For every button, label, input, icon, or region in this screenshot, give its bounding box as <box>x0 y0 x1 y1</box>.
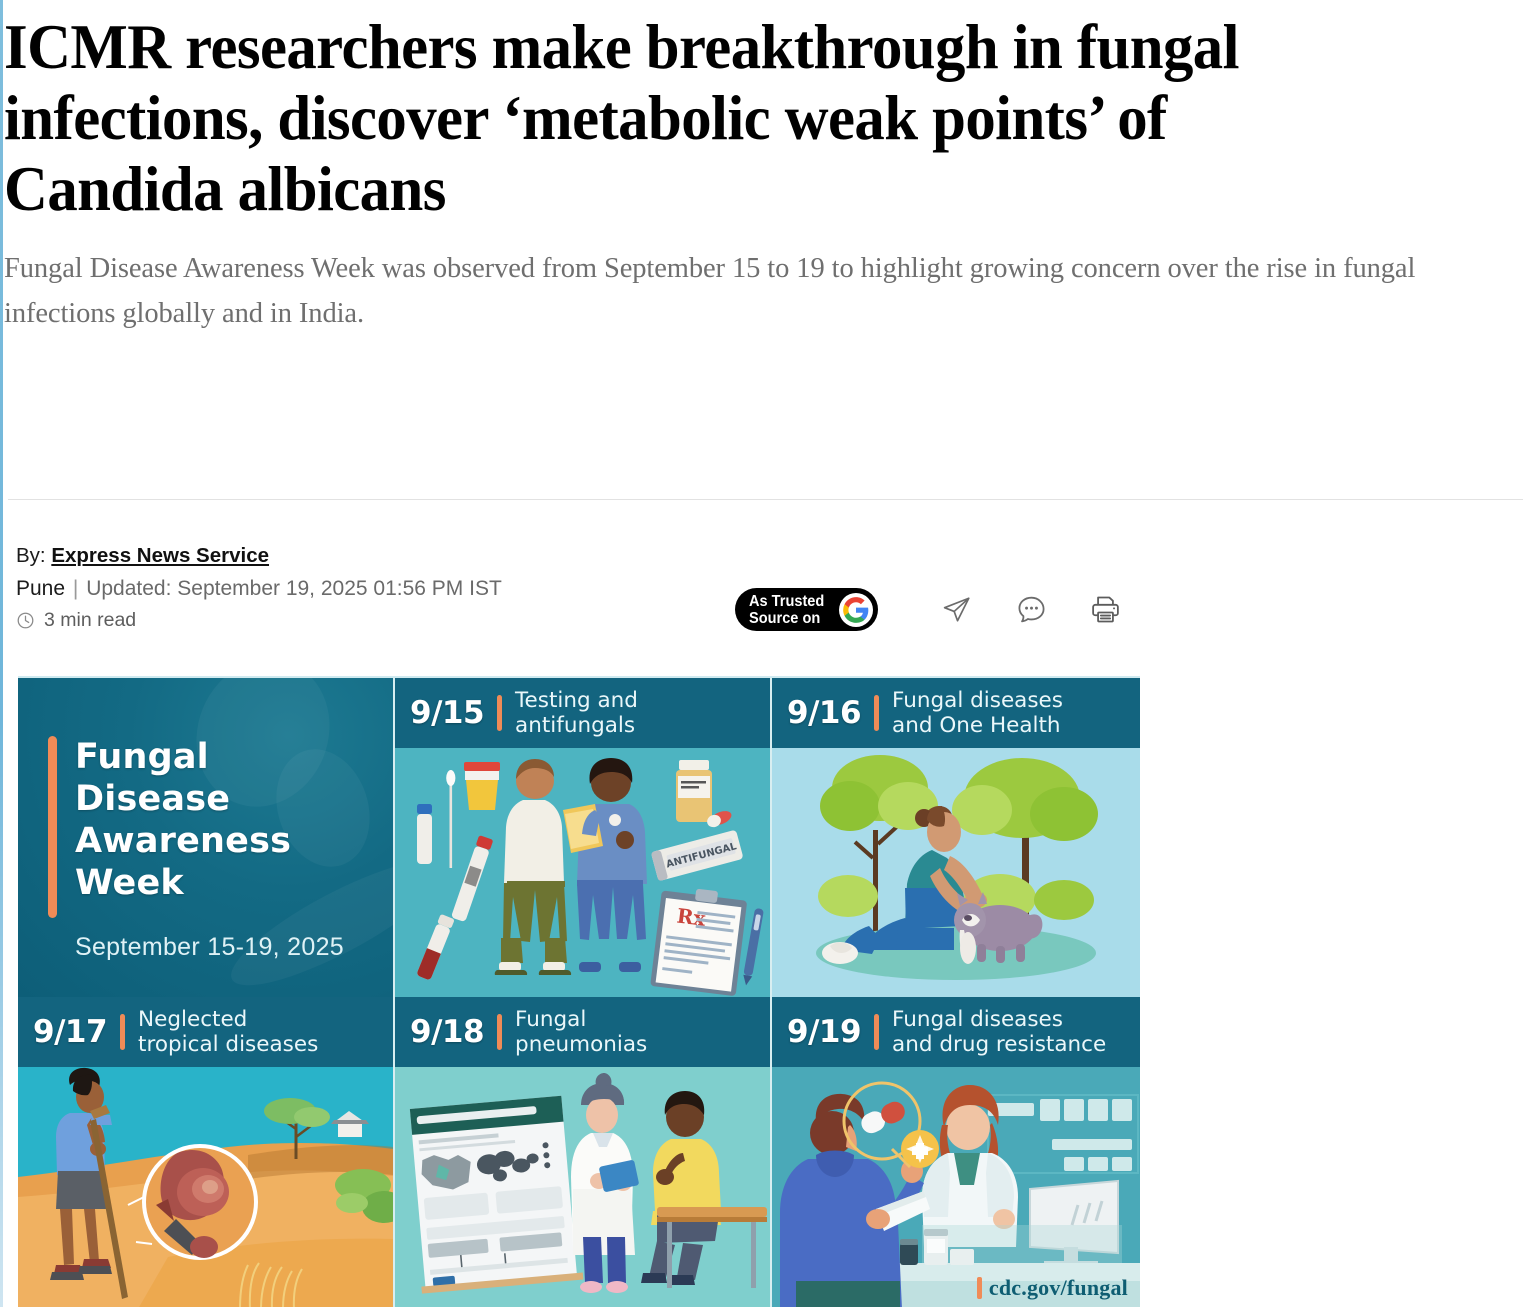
illustration-drug-resistance <box>772 1067 1140 1307</box>
day-date-916: 9/16 <box>787 695 862 731</box>
article-content: ICMR researchers make breakthrough in fu… <box>4 0 1527 365</box>
day-tick-icon <box>874 695 880 731</box>
title-accent-bar <box>48 736 57 918</box>
day-header-916: 9/16 Fungal diseases and One Health <box>772 678 1140 748</box>
day-tick-icon <box>497 695 503 731</box>
page-title: ICMR researchers make breakthrough in fu… <box>4 12 1240 224</box>
google-g-icon <box>839 592 874 627</box>
day-tick-icon <box>120 1014 126 1050</box>
day-topic-916: Fungal diseases and One Health <box>892 688 1063 738</box>
article-actions: As Trusted Source on <box>735 588 1122 631</box>
fungal-disease-awareness-week-infographic: Fungal Disease Awareness Week September … <box>18 676 1140 1307</box>
day-date-919: 9/19 <box>787 1014 862 1050</box>
cdc-url-label: cdc.gov/fungal <box>988 1275 1128 1300</box>
byline-meta-row: Pune | Updated: September 19, 2025 01:56… <box>16 575 502 602</box>
day-date-915: 9/15 <box>410 695 485 731</box>
day-topic-919: Fungal diseases and drug resistance <box>892 1007 1107 1057</box>
illustration-testing-antifungals: ANTIFUNGAL Rx <box>395 748 770 997</box>
illustration-neglected-tropical-diseases <box>18 1067 393 1307</box>
by-label: By: <box>16 544 46 567</box>
clock-icon <box>16 611 35 630</box>
day-topic-918: Fungal pneumonias <box>515 1007 648 1057</box>
day-panel-918: 9/18 Fungal pneumonias <box>395 997 772 1307</box>
cdc-url-accent-bar <box>976 1277 982 1299</box>
infographic-dates: September 15-19, 2025 <box>75 933 344 961</box>
byline-author-row: By: Express News Service <box>16 543 502 569</box>
day-header-917: 9/17 Neglected tropical diseases <box>18 997 393 1067</box>
comment-bubble-icon[interactable] <box>1014 593 1048 627</box>
day-panel-917: 9/17 Neglected tropical diseases <box>18 997 395 1307</box>
illustration-one-health <box>772 748 1140 997</box>
cdc-source-url: cdc.gov/fungal <box>976 1275 1128 1301</box>
day-date-917: 9/17 <box>33 1014 108 1050</box>
google-badge-label: As Trusted Source on <box>749 592 825 627</box>
printer-icon[interactable] <box>1088 593 1122 627</box>
read-time-row: 3 min read <box>16 609 502 632</box>
day-header-919: 9/19 Fungal diseases and drug resistance <box>772 997 1140 1067</box>
day-header-915: 9/15 Testing and antifungals <box>395 678 770 748</box>
read-time-label: 3 min read <box>44 609 137 631</box>
share-send-icon[interactable] <box>939 593 973 627</box>
day-panel-916: 9/16 Fungal diseases and One Health <box>772 678 1140 997</box>
day-tick-icon <box>874 1014 880 1050</box>
illustration-fungal-pneumonias <box>395 1067 770 1307</box>
infographic-title: Fungal Disease Awareness Week <box>75 737 292 903</box>
day-header-918: 9/18 Fungal pneumonias <box>395 997 770 1067</box>
author-link[interactable]: Express News Service <box>51 544 270 567</box>
day-topic-915: Testing and antifungals <box>515 688 638 738</box>
byline: By: Express News Service Pune | Updated:… <box>16 543 502 632</box>
dateline-separator: | <box>72 577 79 600</box>
left-accent-rail <box>0 0 3 1307</box>
day-tick-icon <box>497 1014 503 1050</box>
dateline-place: Pune <box>16 577 66 600</box>
day-panel-915: 9/15 Testing and antifungals <box>395 678 772 997</box>
header-divider <box>8 499 1523 500</box>
article-standfirst: Fungal Disease Awareness Week was observ… <box>4 253 1416 329</box>
google-trusted-source-badge[interactable]: As Trusted Source on <box>735 588 879 631</box>
infographic-title-panel: Fungal Disease Awareness Week September … <box>18 678 395 997</box>
day-date-918: 9/18 <box>410 1014 485 1050</box>
day-topic-917: Neglected tropical diseases <box>138 1007 319 1057</box>
updated-timestamp: Updated: September 19, 2025 01:56 PM IST <box>86 577 502 600</box>
day-panel-919: 9/19 Fungal diseases and drug resistance <box>772 997 1140 1307</box>
